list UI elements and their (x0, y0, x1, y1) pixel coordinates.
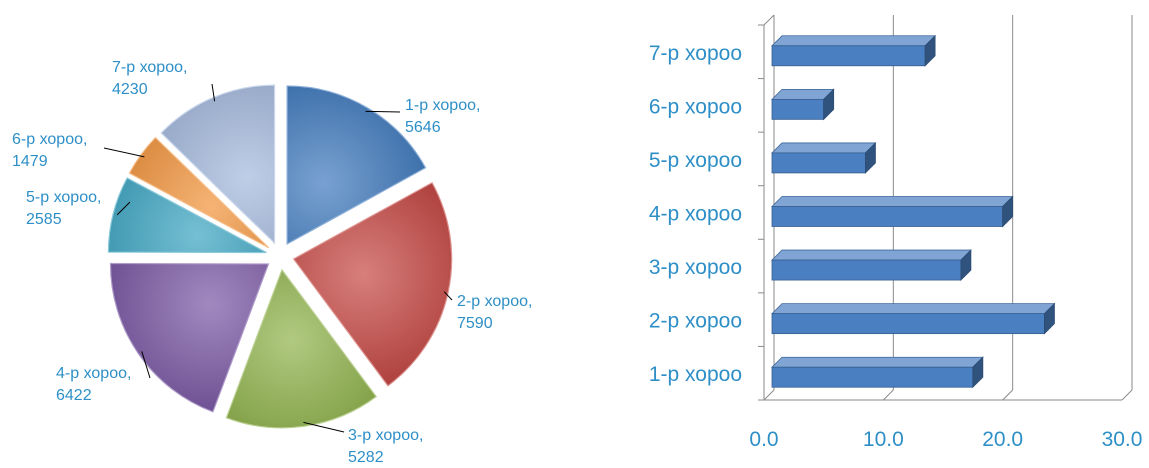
floor-line (882, 389, 894, 401)
bar (771, 45, 926, 67)
pie-slice (128, 136, 270, 249)
bar-end-face (1002, 195, 1014, 228)
pie-leader-line (443, 291, 453, 301)
bar-top-face (771, 249, 972, 261)
pie-label-value: 7590 (457, 315, 493, 332)
floor-line (1002, 389, 1014, 401)
bar-end-face (960, 249, 972, 282)
bar-top-face (771, 88, 835, 100)
pie-leader-line (141, 351, 151, 379)
pie-data-label: 4-р хороо, 6422 (56, 365, 131, 404)
bar-top-face (771, 196, 1014, 207)
pie-label-name: 2-р хороо, (457, 293, 532, 310)
pie-leader-line (303, 421, 345, 433)
x-tick-label: 10.0 (863, 428, 904, 451)
pie-label-value: 6422 (56, 387, 92, 404)
pie-label-name: 7-р хороо, (112, 59, 187, 76)
pie-label-value: 2585 (26, 211, 62, 228)
pie-data-label: 1-р хороо, 5646 (405, 97, 480, 136)
bar-end-face (972, 356, 984, 389)
category-label: 2-р хороо (649, 310, 742, 333)
axis-corner (763, 14, 775, 26)
pie-slice (286, 85, 427, 245)
bar-end-face (1044, 302, 1055, 335)
pie-leader-line (103, 147, 145, 158)
pie-label-value: 5646 (405, 119, 441, 136)
bar (771, 259, 962, 281)
pie-label-name: 4-р хороо, (56, 365, 131, 382)
pie-label-name: 3-р хороо, (348, 427, 423, 444)
pie-slice (160, 84, 276, 245)
pie-slice (292, 181, 453, 387)
pie-label-name: 5-р хороо, (26, 189, 101, 206)
pie-data-label: 7-р хороо, 4230 (112, 59, 187, 98)
bar-top-face (771, 35, 937, 47)
bar-end-face (823, 88, 835, 121)
bar-end-face (865, 141, 876, 174)
pie-label-name: 1-р хороо, (405, 97, 480, 114)
bar-top-face (771, 356, 984, 368)
x-tick-label: 0.0 (749, 428, 778, 451)
pie-leader-line (211, 83, 216, 102)
x-tick-label: 20.0 (982, 428, 1023, 451)
floor-line (1121, 389, 1133, 401)
pie-slice (109, 262, 270, 413)
pie-label-value: 4230 (112, 81, 148, 98)
pie-chart: 1-р хороо, 5646 2-р хороо, 7590 3-р хороо, 52… (12, 59, 532, 466)
category-label: 1-р хороо (649, 363, 742, 386)
category-label: 7-р хороо (649, 42, 742, 65)
pie-data-label: 3-р хороо, 5282 (348, 427, 423, 466)
bar (771, 206, 1004, 227)
floor-line (763, 389, 775, 401)
pie-leader-line (116, 201, 131, 216)
pie-data-label: 6-р хороо, 1479 (12, 131, 87, 170)
bar (771, 98, 825, 120)
pie-label-name: 6-р хороо, (12, 131, 87, 148)
pie-slice (107, 177, 267, 254)
pie-leader-line (365, 110, 401, 113)
pie-slice (225, 268, 378, 429)
pie-data-label: 2-р хороо, 7590 (457, 293, 532, 332)
bar-end-face (924, 34, 936, 67)
category-label: 6-р хороо (649, 95, 742, 118)
bar (771, 313, 1045, 335)
x-tick-label: 30.0 (1102, 428, 1143, 451)
pie-data-label: 5-р хороо, 2585 (26, 189, 101, 228)
bar (771, 152, 866, 174)
bar-top-face (771, 303, 1056, 315)
category-label: 4-р хороо (649, 203, 742, 226)
bar-top-face (771, 142, 877, 154)
pie-label-value: 5282 (348, 449, 384, 466)
pie-label-value: 1479 (12, 153, 48, 170)
bar (771, 366, 974, 388)
category-label: 5-р хороо (649, 149, 742, 172)
category-label: 3-р хороо (649, 256, 742, 279)
